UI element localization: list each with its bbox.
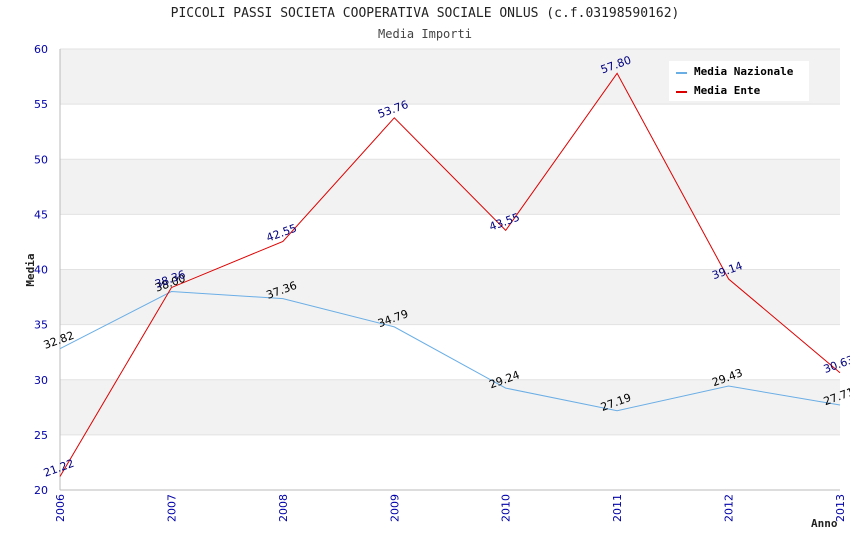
x-tick-label: 2011	[611, 494, 624, 522]
grid-band	[60, 269, 840, 325]
y-tick-label: 60	[34, 43, 48, 56]
x-tick-label: 2006	[54, 494, 67, 522]
legend-label-ente: Media Ente	[694, 84, 761, 97]
series-line-nazionale	[59, 290, 841, 412]
grid-band	[60, 159, 840, 215]
series-line-ente	[59, 72, 841, 477]
x-tick-label: 2009	[388, 494, 401, 522]
x-tick-label: 2008	[277, 494, 290, 522]
grid-bands	[60, 49, 840, 435]
y-tick-label: 30	[34, 374, 48, 387]
legend: Media Nazionale Media Ente	[669, 61, 809, 101]
data-label: 21.22	[42, 457, 76, 480]
y-tick-label: 35	[34, 319, 48, 332]
data-label: 32.82	[42, 329, 76, 352]
x-tick-label: 2007	[165, 494, 178, 522]
legend-box	[669, 61, 809, 101]
grid-band	[60, 379, 840, 435]
y-tick-label: 45	[34, 208, 48, 221]
y-axis-label: Media	[24, 253, 37, 286]
y-tick-label: 25	[34, 429, 48, 442]
data-label: 42.55	[265, 222, 299, 245]
x-tick-label: 2010	[500, 494, 513, 522]
gridlines	[60, 48, 840, 491]
y-tick-label: 55	[34, 98, 48, 111]
x-axis-label: Anno	[811, 517, 838, 530]
x-tick-label: 2013	[834, 494, 847, 522]
series-lines	[59, 72, 841, 477]
y-tick-label: 40	[34, 264, 48, 277]
legend-label-nazionale: Media Nazionale	[694, 65, 794, 78]
y-tick-label: 20	[34, 484, 48, 497]
x-tick-labels: 2006 2007 2008 2009 2010 2011 2012 2013	[54, 494, 847, 522]
data-label: 30.63	[822, 353, 850, 376]
y-tick-label: 50	[34, 153, 48, 166]
x-tick-label: 2012	[723, 494, 736, 522]
y-tick-labels: 20 25 30 35 40 45 50 55 60	[34, 43, 48, 497]
chart-title: PICCOLI PASSI SOCIETA COOPERATIVA SOCIAL…	[170, 6, 680, 21]
chart-subtitle: Media Importi	[378, 27, 472, 41]
